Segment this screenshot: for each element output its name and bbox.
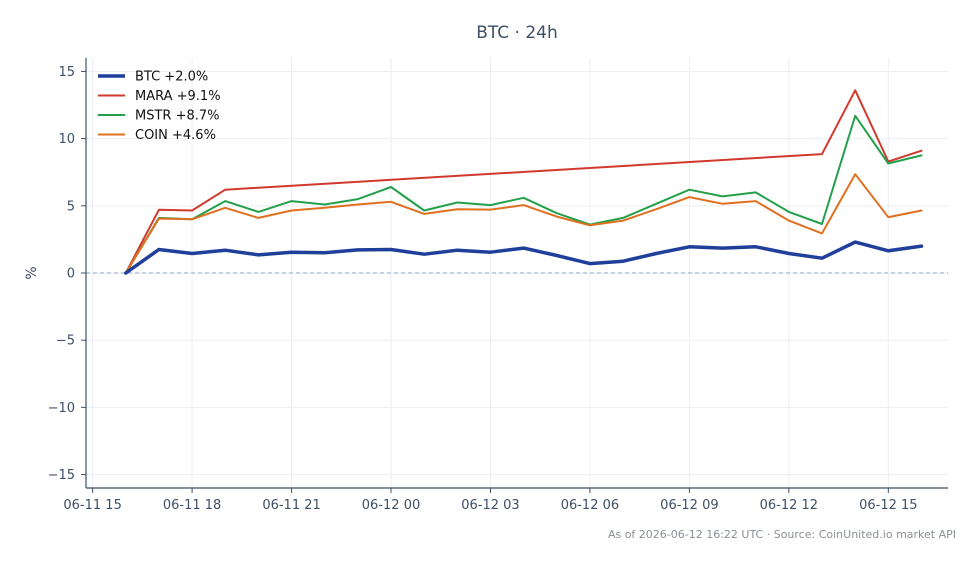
legend-label-mstr: MSTR +8.7% (135, 109, 220, 124)
y-tick-label: −5 (56, 334, 75, 349)
x-tick-label: 06-11 21 (262, 498, 320, 513)
series-line-btc (124, 240, 924, 275)
legend-label-coin: COIN +4.6% (135, 128, 216, 143)
y-tick-label: 10 (58, 132, 75, 147)
x-tick-label: 06-11 18 (163, 498, 221, 513)
x-ticks: 06-11 15 06-11 18 06-11 21 06-12 00 06-12 03… (63, 488, 918, 513)
y-axis-label: % (24, 266, 40, 279)
y-tick-label: 0 (67, 267, 75, 282)
x-tick-label: 06-12 09 (660, 498, 718, 513)
x-tick-label: 06-12 12 (760, 498, 818, 513)
y-ticks: 15 10 5 0 −5 −10 −15 (48, 65, 86, 483)
y-tick-label: 15 (58, 65, 75, 80)
legend-label-mara: MARA +9.1% (135, 89, 221, 104)
legend: BTC +2.0% MARA +9.1% MSTR +8.7% COIN +4.6% (98, 70, 221, 143)
x-tick-label: 06-12 06 (561, 498, 619, 513)
x-tick-label: 06-12 00 (362, 498, 420, 513)
series-line-mara (124, 89, 923, 274)
series-line-coin (124, 173, 923, 274)
x-tick-label: 06-12 15 (859, 498, 917, 513)
grid (86, 58, 948, 488)
y-tick-label: −10 (48, 401, 75, 416)
x-tick-label: 06-11 15 (63, 498, 121, 513)
x-tick-label: 06-12 03 (461, 498, 519, 513)
chart-title: BTC · 24h (476, 23, 558, 43)
series-group (124, 89, 924, 275)
series-line-mstr (124, 114, 923, 274)
y-tick-label: 5 (67, 199, 75, 214)
footer-source-note: As of 2026-06-12 16:22 UTC · Source: Coi… (608, 528, 956, 541)
y-tick-label: −15 (48, 468, 75, 483)
legend-label-btc: BTC +2.0% (135, 70, 208, 85)
